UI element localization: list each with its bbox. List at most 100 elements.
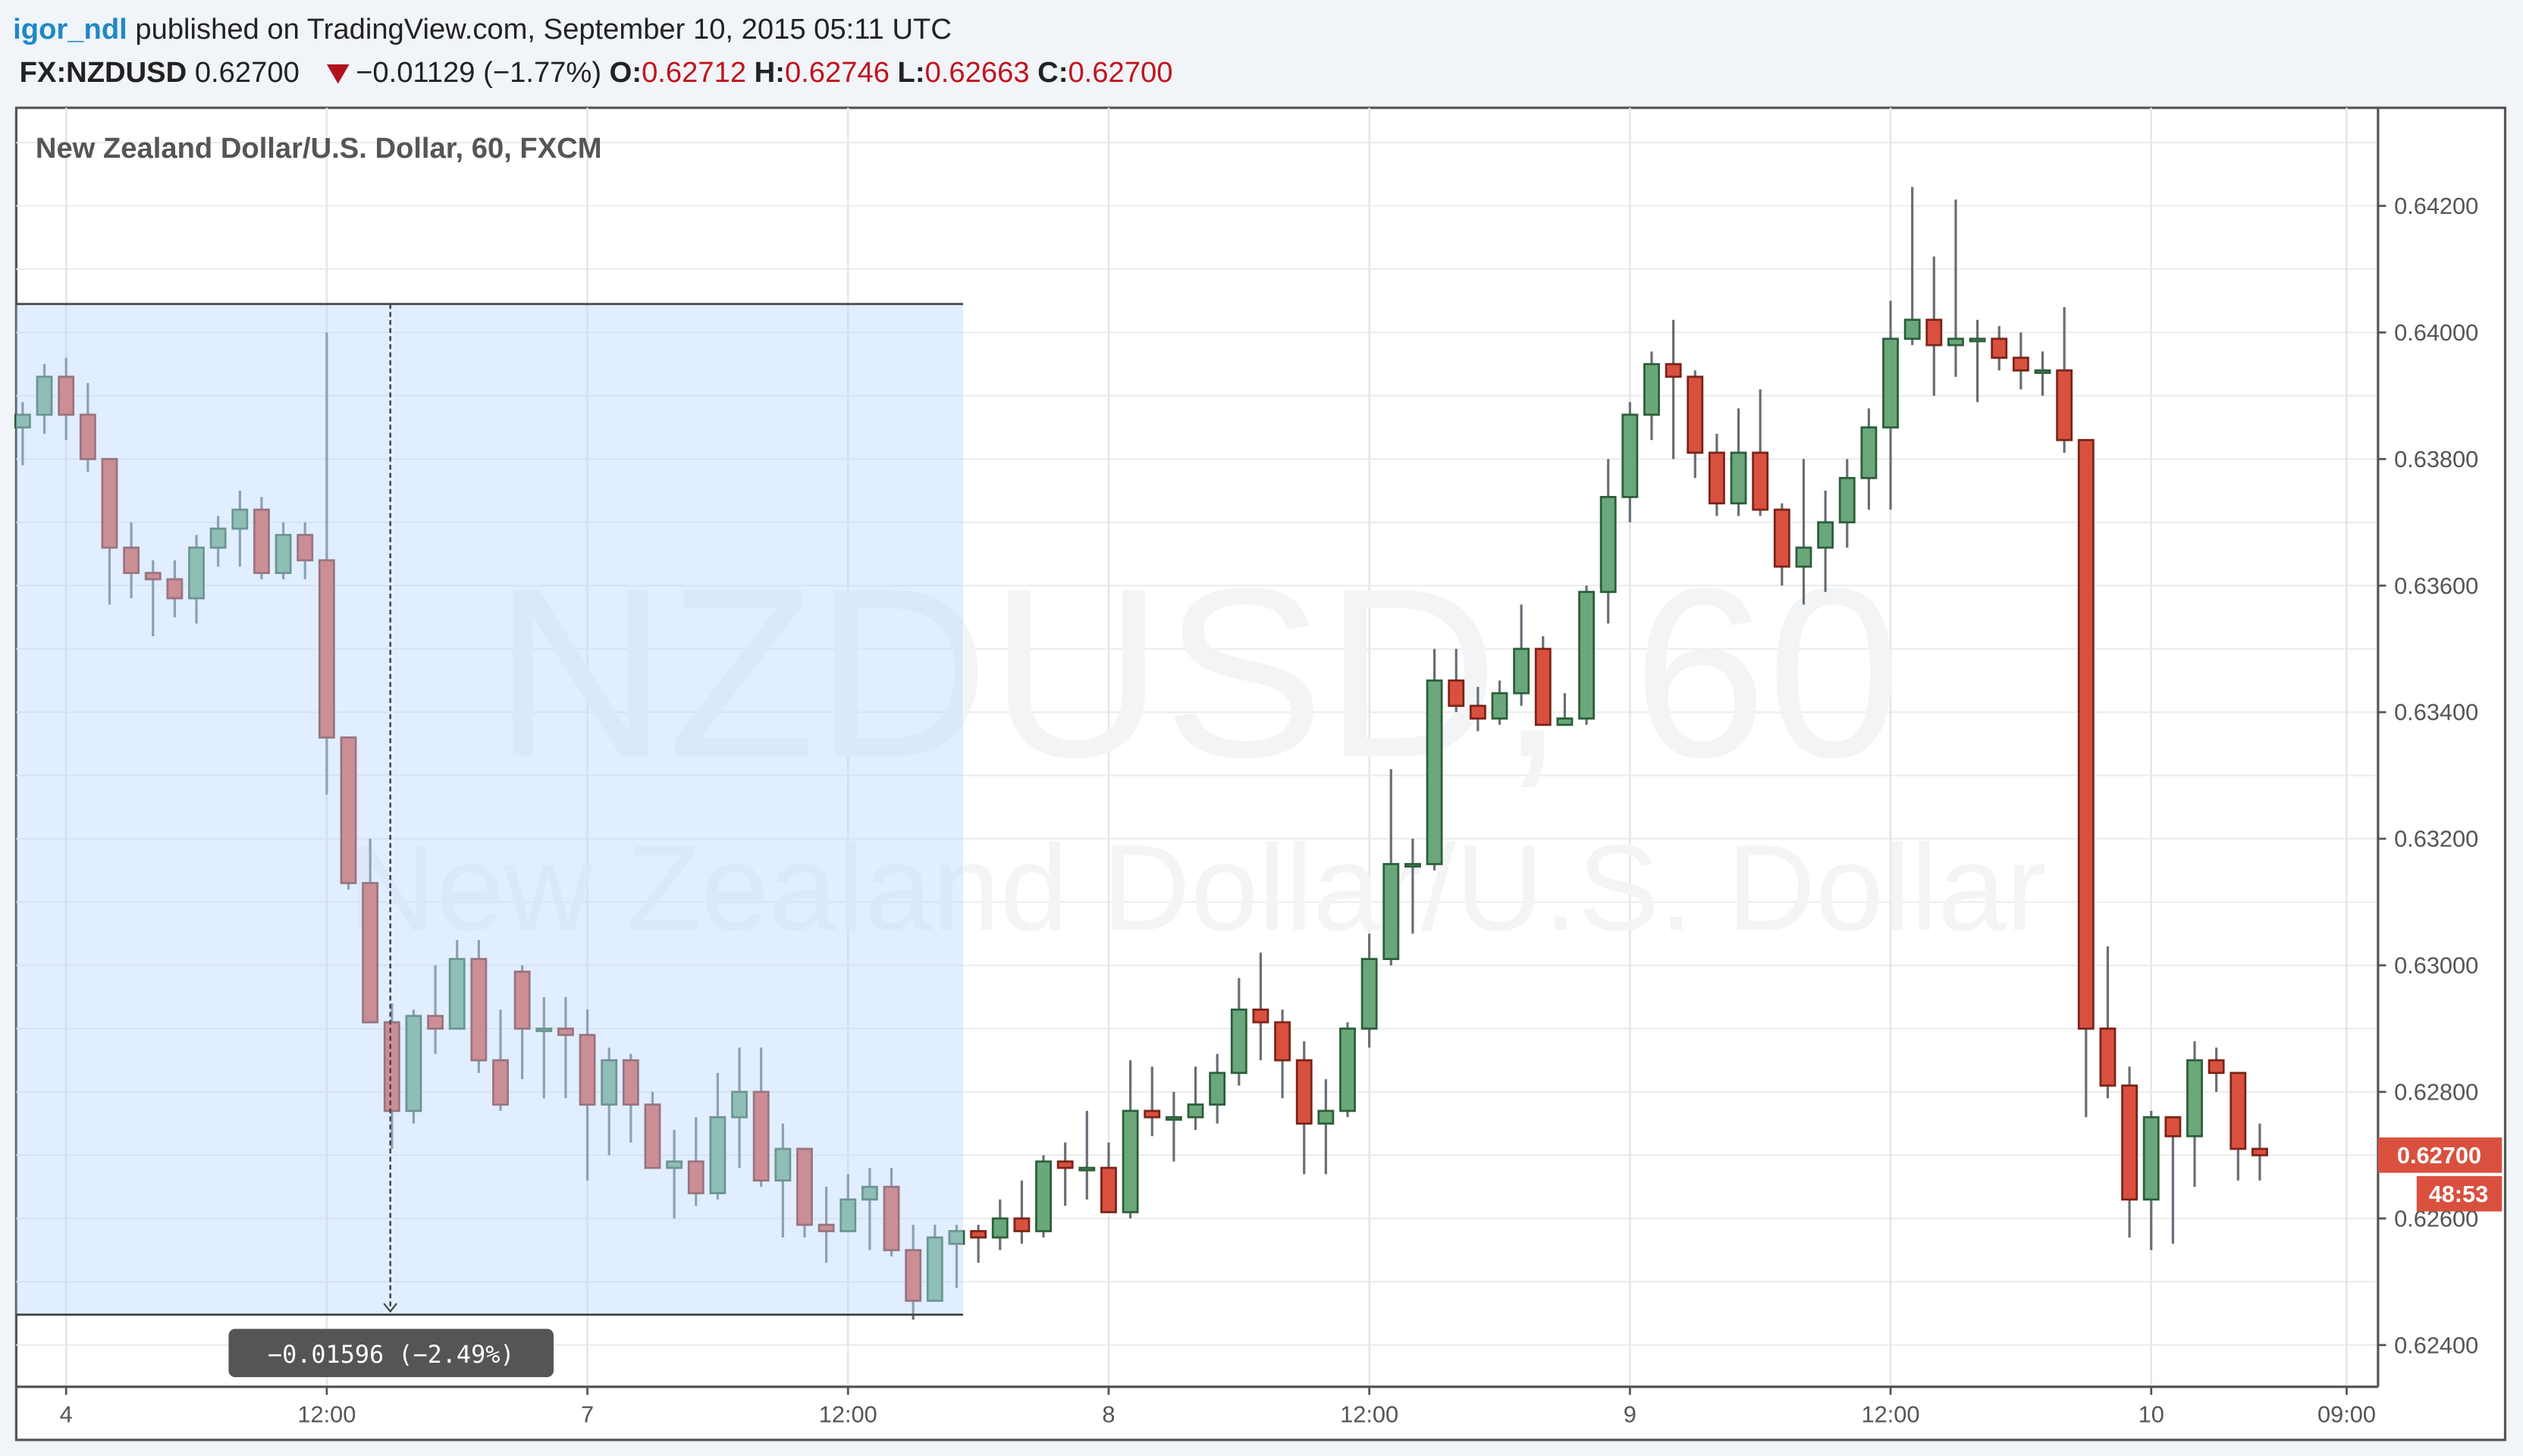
candle-body-down [362, 882, 379, 1024]
candle-body-up [2142, 1116, 2160, 1201]
candle-body-down [2099, 1028, 2117, 1087]
price-axis[interactable]: 0.624000.626000.628000.630000.632000.634… [2377, 193, 2478, 1358]
time-tick-label: 4 [60, 1401, 73, 1427]
candle-body-up [1903, 318, 1921, 340]
candle-body-up [1643, 362, 1660, 416]
time-tick-label: 10 [2139, 1401, 2164, 1427]
chart-title: New Zealand Dollar/U.S. Dollar, 60, FXCM [36, 132, 602, 165]
candle [970, 1225, 987, 1263]
candle [1274, 1009, 1291, 1099]
candle [340, 736, 357, 890]
high-value: 0.62746 [785, 56, 890, 89]
candle-body-up [1360, 958, 1378, 1030]
candle-body-up [231, 508, 249, 530]
low-value: 0.62663 [925, 56, 1030, 89]
candle [861, 1168, 878, 1250]
price-tick-label: 0.63000 [2394, 952, 2478, 979]
high-label: H: [755, 56, 785, 89]
candle [36, 364, 53, 434]
candles [14, 187, 2268, 1320]
candle [1144, 1066, 1161, 1137]
candle-body-up [1339, 1028, 1356, 1112]
candle [1643, 351, 1660, 441]
candle-body-down [1925, 318, 1943, 347]
candle-body-up [1578, 591, 1595, 720]
candle [1991, 326, 2008, 371]
symbol: FX:NZDUSD [20, 56, 187, 89]
time-axis[interactable]: 4 12:00 7 12:00 8 12:00 9 12:00 10 09:00 [60, 1386, 2376, 1428]
candle [362, 839, 379, 1024]
candle [1903, 187, 1921, 346]
candle-body-down [2251, 1147, 2268, 1156]
candle [1100, 1142, 1117, 1213]
candle-body-up [601, 1059, 618, 1106]
candle [253, 497, 270, 579]
candle-body-down [2056, 369, 2073, 441]
candle [1209, 1053, 1226, 1124]
candle [318, 332, 335, 795]
candle-body-up [991, 1217, 1009, 1239]
candle [144, 560, 162, 636]
measurement-tool[interactable]: −0.01596 (−2.49%) [16, 303, 963, 1378]
candle [817, 1187, 835, 1263]
candle-body-up [1491, 692, 1508, 720]
time-tick-label: 12:00 [819, 1401, 877, 1427]
candle [1078, 1110, 1096, 1200]
candle-body-down [2164, 1116, 2182, 1138]
candle-body-up [1165, 1116, 1182, 1121]
candle-body-down [513, 970, 531, 1030]
candle-body-down [557, 1028, 574, 1037]
candle-body-down [1665, 362, 1682, 378]
candle-body-down [1687, 375, 1704, 454]
time-tick-label: 7 [581, 1401, 594, 1427]
open-label: O: [610, 56, 642, 89]
candle [405, 1009, 422, 1124]
candle [687, 1117, 704, 1207]
candle [948, 1225, 965, 1288]
candle [275, 522, 292, 579]
candle [1230, 977, 1247, 1086]
candle [1469, 686, 1486, 732]
candle-body-down [470, 958, 488, 1062]
candle-body-down [1100, 1166, 1117, 1213]
candle-body-down [644, 1103, 661, 1169]
candle-body-down [2077, 438, 2095, 1030]
candle-body-down [1708, 451, 1725, 505]
candle-body-up [1230, 1009, 1247, 1075]
candle-body-down [796, 1147, 813, 1226]
time-tick-label: 9 [1624, 1401, 1636, 1427]
candle [2099, 946, 2117, 1099]
candle-body-up [448, 958, 466, 1030]
candle-body-up [1621, 413, 1639, 498]
close-label: C: [1037, 56, 1068, 89]
candle-body-down [1274, 1021, 1291, 1062]
candle-body-down [1144, 1109, 1161, 1119]
triangle-down-icon [326, 64, 350, 84]
candle [1491, 680, 1508, 725]
candle [1925, 256, 1943, 396]
candle [1056, 1142, 1074, 1207]
candle [839, 1174, 857, 1232]
low-label: L: [898, 56, 925, 89]
candle-body-up [861, 1185, 878, 1201]
open-value: 0.62712 [642, 56, 746, 89]
candle-body-down [2208, 1059, 2225, 1075]
candle-body-up [1035, 1160, 1052, 1232]
candle [1513, 604, 1530, 706]
candle-body-up [275, 534, 292, 574]
candle-body-up [209, 527, 227, 549]
candle [1947, 199, 1964, 377]
candle [1404, 839, 1421, 934]
candle [448, 940, 466, 1030]
candle-body-up [666, 1160, 683, 1169]
candle-body-up [14, 413, 31, 428]
candle-body-up [948, 1230, 965, 1245]
author-link[interactable]: igor_ndl [13, 13, 127, 46]
candle-body-down [2012, 356, 2029, 372]
candle-body-down [1056, 1160, 1074, 1169]
candle [1578, 585, 1595, 725]
candle-body-up [1404, 863, 1421, 868]
time-tick-label: 12:00 [297, 1401, 356, 1427]
candle-body-down [340, 736, 357, 884]
